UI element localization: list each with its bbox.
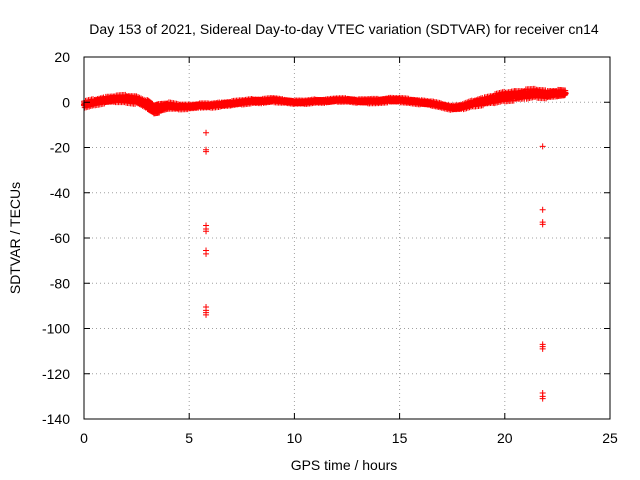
outlier-point xyxy=(203,250,210,257)
data-points xyxy=(81,85,569,402)
outlier-point xyxy=(539,395,546,402)
outlier-point xyxy=(203,148,210,155)
grid-lines xyxy=(84,57,610,419)
y-tick-label: -60 xyxy=(50,230,70,246)
x-tick-label: 10 xyxy=(287,430,303,446)
y-tick-label: -120 xyxy=(42,366,70,382)
y-tick-labels: 20 0 -20 -40 -60 -80 -100 -120 -140 xyxy=(42,49,70,427)
axis-ticks xyxy=(83,56,611,420)
outlier-point xyxy=(203,228,210,235)
chart-title: Day 153 of 2021, Sidereal Day-to-day VTE… xyxy=(89,21,599,37)
outlier-point xyxy=(539,206,546,213)
outlier-point xyxy=(539,143,546,150)
y-axis-label: SDTVAR / TECUs xyxy=(7,182,23,294)
y-tick-label: -100 xyxy=(42,321,70,337)
x-tick-labels: 0 5 10 15 20 25 xyxy=(80,430,618,446)
y-tick-label: -140 xyxy=(42,411,70,427)
outlier-point xyxy=(539,221,546,228)
x-tick-label: 20 xyxy=(497,430,513,446)
x-tick-label: 0 xyxy=(80,430,88,446)
outlier-point xyxy=(203,129,210,136)
y-tick-label: -20 xyxy=(50,140,70,156)
y-tick-label: 20 xyxy=(54,49,70,65)
x-axis-label: GPS time / hours xyxy=(291,457,398,473)
outlier-point xyxy=(203,311,210,318)
band-point xyxy=(562,87,569,94)
band-point xyxy=(562,90,569,97)
x-tick-label: 5 xyxy=(185,430,193,446)
y-tick-label: 0 xyxy=(62,94,70,110)
y-tick-label: -80 xyxy=(50,275,70,291)
x-tick-label: 15 xyxy=(392,430,408,446)
x-tick-label: 25 xyxy=(602,430,618,446)
y-tick-label: -40 xyxy=(50,185,70,201)
outlier-point xyxy=(539,345,546,352)
